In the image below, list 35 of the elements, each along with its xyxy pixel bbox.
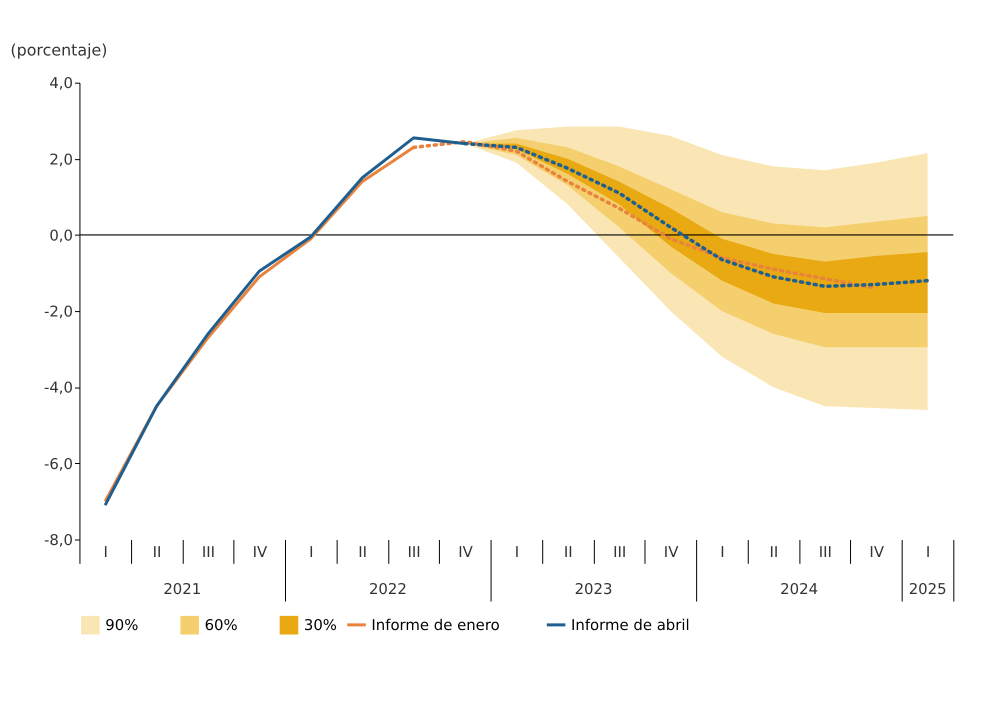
y-tick-label: 0,0 [49, 226, 73, 244]
y-axis-title: (porcentaje) [10, 40, 108, 60]
y-tick-label: -2,0 [44, 302, 73, 321]
legend-label: 30% [304, 616, 337, 634]
y-tick-label: -8,0 [44, 530, 73, 549]
y-tick-label: -6,0 [44, 454, 73, 473]
x-tick-label: IV [458, 542, 474, 561]
legend-label: 60% [204, 616, 238, 634]
x-tick-label: IV [869, 542, 885, 561]
legend-label: Informe de abril [571, 616, 690, 634]
x-tick-label: III [202, 542, 216, 561]
y-tick-label: 2,0 [49, 150, 73, 168]
x-tick-label: I [720, 542, 725, 561]
x-tick-label: III [818, 542, 832, 561]
x-tick-label: IV [252, 542, 268, 561]
y-tick-label: 4,0 [49, 74, 73, 92]
x-tick-label: I [103, 542, 108, 561]
x-tick-label: I [926, 542, 930, 561]
text: 2024 [780, 580, 818, 598]
x-tick-label: II [564, 542, 573, 561]
x-tick-label: II [358, 542, 368, 561]
x-tick-label: I [514, 542, 520, 561]
y-tick-label: -4,0 [44, 378, 73, 397]
x-tick-label: I [309, 542, 314, 561]
legend-label: 90% [105, 616, 138, 634]
x-tick-label: III [407, 542, 421, 561]
x-tick-label: IV [664, 542, 680, 561]
legend-label: Informe de enero [371, 616, 500, 634]
x-tick-label: II [770, 542, 778, 561]
text: 2022 [368, 580, 407, 598]
x-tick-label: III [613, 542, 626, 561]
text: 2023 [574, 580, 612, 598]
text: 2021 [163, 580, 202, 598]
x-tick-label: II [152, 542, 162, 561]
text: 2025 [908, 580, 947, 598]
